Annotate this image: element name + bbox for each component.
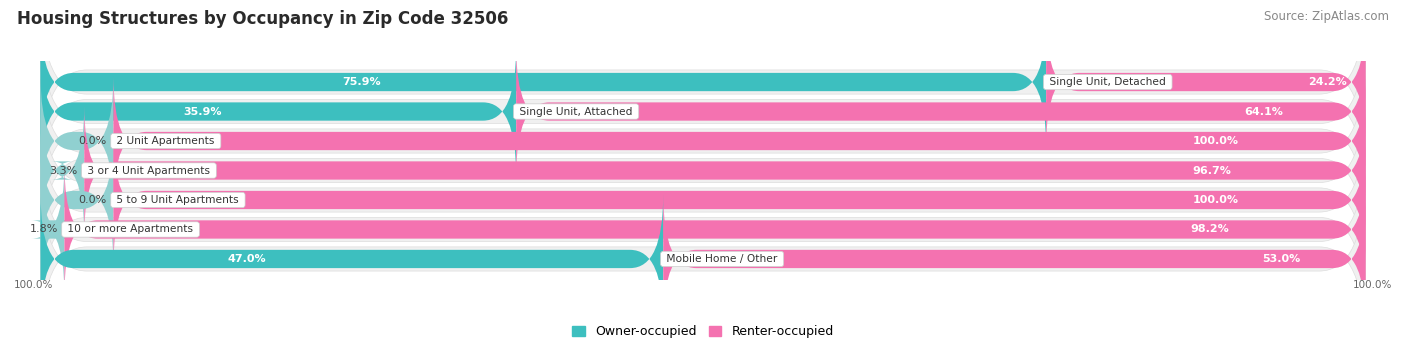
FancyBboxPatch shape	[41, 47, 516, 176]
Text: 24.2%: 24.2%	[1308, 77, 1347, 87]
FancyBboxPatch shape	[31, 165, 73, 294]
FancyBboxPatch shape	[84, 106, 1365, 235]
Text: 64.1%: 64.1%	[1244, 106, 1282, 117]
Text: 100.0%: 100.0%	[1353, 280, 1392, 290]
FancyBboxPatch shape	[41, 17, 1046, 147]
FancyBboxPatch shape	[41, 79, 1365, 262]
Text: 75.9%: 75.9%	[342, 77, 381, 87]
FancyBboxPatch shape	[1046, 17, 1365, 147]
Text: 0.0%: 0.0%	[79, 195, 107, 205]
FancyBboxPatch shape	[65, 165, 1365, 294]
Text: 98.2%: 98.2%	[1189, 224, 1229, 235]
FancyBboxPatch shape	[114, 76, 1365, 206]
Text: Source: ZipAtlas.com: Source: ZipAtlas.com	[1264, 10, 1389, 23]
FancyBboxPatch shape	[41, 194, 664, 324]
Text: 1.8%: 1.8%	[30, 224, 58, 235]
FancyBboxPatch shape	[41, 138, 1365, 321]
Text: 3.3%: 3.3%	[49, 165, 77, 176]
Text: 53.0%: 53.0%	[1263, 254, 1301, 264]
FancyBboxPatch shape	[41, 168, 1365, 341]
FancyBboxPatch shape	[41, 106, 84, 235]
FancyBboxPatch shape	[41, 50, 1365, 232]
Text: 3 or 4 Unit Apartments: 3 or 4 Unit Apartments	[84, 165, 214, 176]
FancyBboxPatch shape	[664, 194, 1365, 324]
Text: 100.0%: 100.0%	[1192, 195, 1239, 205]
Text: 5 to 9 Unit Apartments: 5 to 9 Unit Apartments	[114, 195, 242, 205]
FancyBboxPatch shape	[41, 135, 114, 265]
FancyBboxPatch shape	[516, 47, 1365, 176]
FancyBboxPatch shape	[114, 135, 1365, 265]
Text: Housing Structures by Occupancy in Zip Code 32506: Housing Structures by Occupancy in Zip C…	[17, 10, 508, 28]
Text: Mobile Home / Other: Mobile Home / Other	[664, 254, 780, 264]
FancyBboxPatch shape	[41, 109, 1365, 291]
Text: 100.0%: 100.0%	[1192, 136, 1239, 146]
Text: 10 or more Apartments: 10 or more Apartments	[65, 224, 197, 235]
Text: 47.0%: 47.0%	[228, 254, 266, 264]
Text: 2 Unit Apartments: 2 Unit Apartments	[114, 136, 218, 146]
Text: 0.0%: 0.0%	[79, 136, 107, 146]
FancyBboxPatch shape	[41, 20, 1365, 203]
Text: 35.9%: 35.9%	[183, 106, 222, 117]
Text: Single Unit, Attached: Single Unit, Attached	[516, 106, 636, 117]
Legend: Owner-occupied, Renter-occupied: Owner-occupied, Renter-occupied	[568, 320, 838, 341]
FancyBboxPatch shape	[41, 0, 1365, 173]
Text: 100.0%: 100.0%	[14, 280, 53, 290]
Text: Single Unit, Detached: Single Unit, Detached	[1046, 77, 1170, 87]
Text: 96.7%: 96.7%	[1192, 165, 1232, 176]
FancyBboxPatch shape	[41, 76, 114, 206]
